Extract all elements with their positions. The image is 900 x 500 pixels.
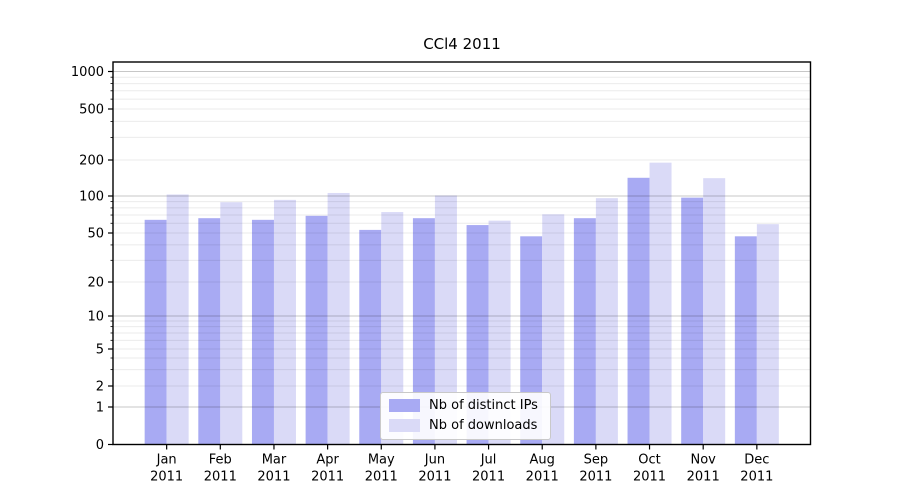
x-tick-label-year: 2011 — [633, 470, 666, 485]
x-tick-label-year: 2011 — [472, 470, 505, 485]
bar-downloads-aug — [542, 214, 565, 445]
bar-distinct-ips-jul — [466, 225, 489, 445]
bar-distinct-ips-feb — [198, 218, 221, 445]
bar-downloads-apr — [327, 192, 350, 445]
legend: Nb of distinct IPs Nb of downloads — [380, 392, 551, 440]
x-tick-label-month: Oct — [638, 453, 660, 468]
x-tick-label-month: Nov — [691, 453, 717, 468]
bar-distinct-ips-jan — [144, 219, 167, 445]
legend-label-downloads: Nb of downloads — [429, 418, 538, 433]
bar-distinct-ips-may — [359, 229, 382, 445]
x-tick-label-month: Jun — [424, 453, 445, 468]
chart-title: CCl4 2011 — [423, 35, 501, 53]
bar-distinct-ips-dec — [734, 236, 757, 445]
bar-downloads-dec — [756, 224, 779, 445]
y-tick-label: 1 — [96, 401, 104, 416]
y-tick-label: 200 — [79, 154, 104, 169]
y-tick-label: 2 — [96, 380, 104, 395]
bar-downloads-nov — [703, 178, 726, 445]
x-tick-label-month: Jul — [480, 453, 497, 468]
y-tick-label: 10 — [87, 310, 104, 325]
x-tick-label-month: Jan — [156, 453, 177, 468]
x-tick-label-month: Apr — [316, 453, 339, 468]
bar-distinct-ips-jun — [412, 218, 435, 445]
y-tick-label: 500 — [79, 103, 104, 118]
x-tick-label-year: 2011 — [204, 470, 237, 485]
legend-label-distinct-ips: Nb of distinct IPs — [429, 398, 538, 413]
y-tick-label: 1000 — [71, 65, 104, 80]
bar-downloads-jan — [166, 194, 189, 445]
y-tick-label: 20 — [87, 276, 104, 291]
legend-swatch-distinct-ips-icon — [389, 399, 420, 412]
x-tick-label-year: 2011 — [418, 470, 451, 485]
x-tick-label-month: Mar — [262, 453, 287, 468]
x-tick-label-month: Aug — [530, 453, 555, 468]
x-tick-label-year: 2011 — [740, 470, 773, 485]
x-tick-label-year: 2011 — [687, 470, 720, 485]
x-tick-label-year: 2011 — [257, 470, 290, 485]
x-tick-label-month: Sep — [584, 453, 609, 468]
bar-downloads-feb — [220, 202, 243, 445]
x-tick-label-year: 2011 — [579, 470, 612, 485]
x-tick-label-year: 2011 — [365, 470, 398, 485]
bar-distinct-ips-apr — [305, 215, 328, 445]
y-tick-label: 50 — [87, 227, 104, 242]
y-tick-label: 5 — [96, 343, 104, 358]
bar-downloads-oct — [649, 162, 672, 445]
legend-row-distinct-ips: Nb of distinct IPs — [389, 398, 538, 413]
x-tick-label-year: 2011 — [526, 470, 559, 485]
bar-downloads-jul — [488, 220, 511, 445]
y-tick-label: 100 — [79, 190, 104, 205]
bar-downloads-mar — [273, 199, 296, 445]
bar-downloads-may — [381, 212, 404, 445]
bar-downloads-sep — [595, 198, 618, 445]
x-tick-label-month: Feb — [209, 453, 232, 468]
bar-distinct-ips-sep — [573, 218, 596, 445]
x-tick-label-month: Dec — [744, 453, 769, 468]
legend-swatch-downloads-icon — [389, 419, 420, 432]
bar-distinct-ips-oct — [627, 177, 650, 445]
x-tick-label-year: 2011 — [311, 470, 344, 485]
bar-downloads-jun — [434, 195, 457, 445]
axis-frame — [112, 61, 812, 446]
bar-distinct-ips-mar — [251, 219, 274, 445]
x-tick-label-month: May — [368, 453, 395, 468]
y-tick-label: 0 — [96, 438, 104, 453]
legend-row-downloads: Nb of downloads — [389, 418, 538, 433]
x-tick-label-year: 2011 — [150, 470, 183, 485]
bar-distinct-ips-nov — [681, 197, 704, 445]
